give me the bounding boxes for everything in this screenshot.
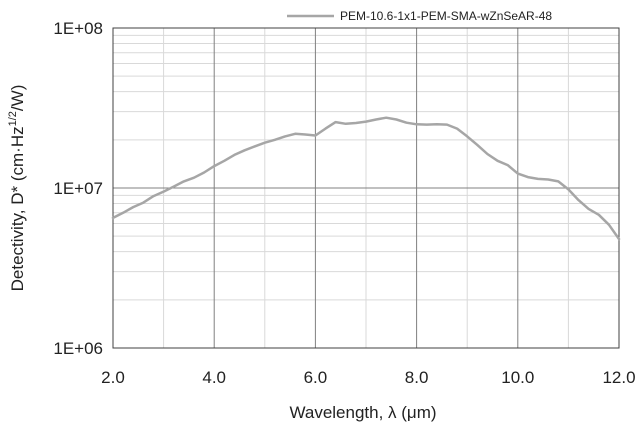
x-axis-tick-labels: 2.0 4.0 6.0 8.0 10.0 12.0 (101, 368, 635, 387)
plot-area-frame (112, 27, 620, 349)
x-tick-label: 4.0 (202, 368, 226, 387)
x-tick-label: 12.0 (602, 368, 635, 387)
legend: PEM-10.6-1x1-PEM-SMA-wZnSeAR-48 (287, 9, 552, 23)
y-axis-label-suffix: /W) (8, 85, 27, 111)
y-axis-label-superscript: 1/2 (7, 111, 19, 126)
x-tick-label: 8.0 (405, 368, 429, 387)
x-axis-label: Wavelength, λ (μm) (289, 403, 436, 422)
legend-label: PEM-10.6-1x1-PEM-SMA-wZnSeAR-48 (340, 9, 552, 23)
y-tick-label: 1E+06 (53, 339, 103, 358)
y-axis-label: Detectivity, D* (cm·Hz1/2/W) (7, 85, 27, 292)
series-line (111, 116, 621, 241)
minor-gridlines (113, 28, 619, 348)
series-layer (111, 116, 621, 241)
y-tick-label: 1E+07 (53, 179, 103, 198)
x-tick-label: 6.0 (304, 368, 328, 387)
x-tick-label: 2.0 (101, 368, 125, 387)
y-tick-label: 1E+08 (53, 19, 103, 38)
y-axis-tick-labels: 1E+06 1E+07 1E+08 (53, 19, 103, 358)
x-tick-label: 10.0 (501, 368, 534, 387)
y-axis-label-main: Detectivity, D* (cm·Hz (8, 126, 27, 291)
